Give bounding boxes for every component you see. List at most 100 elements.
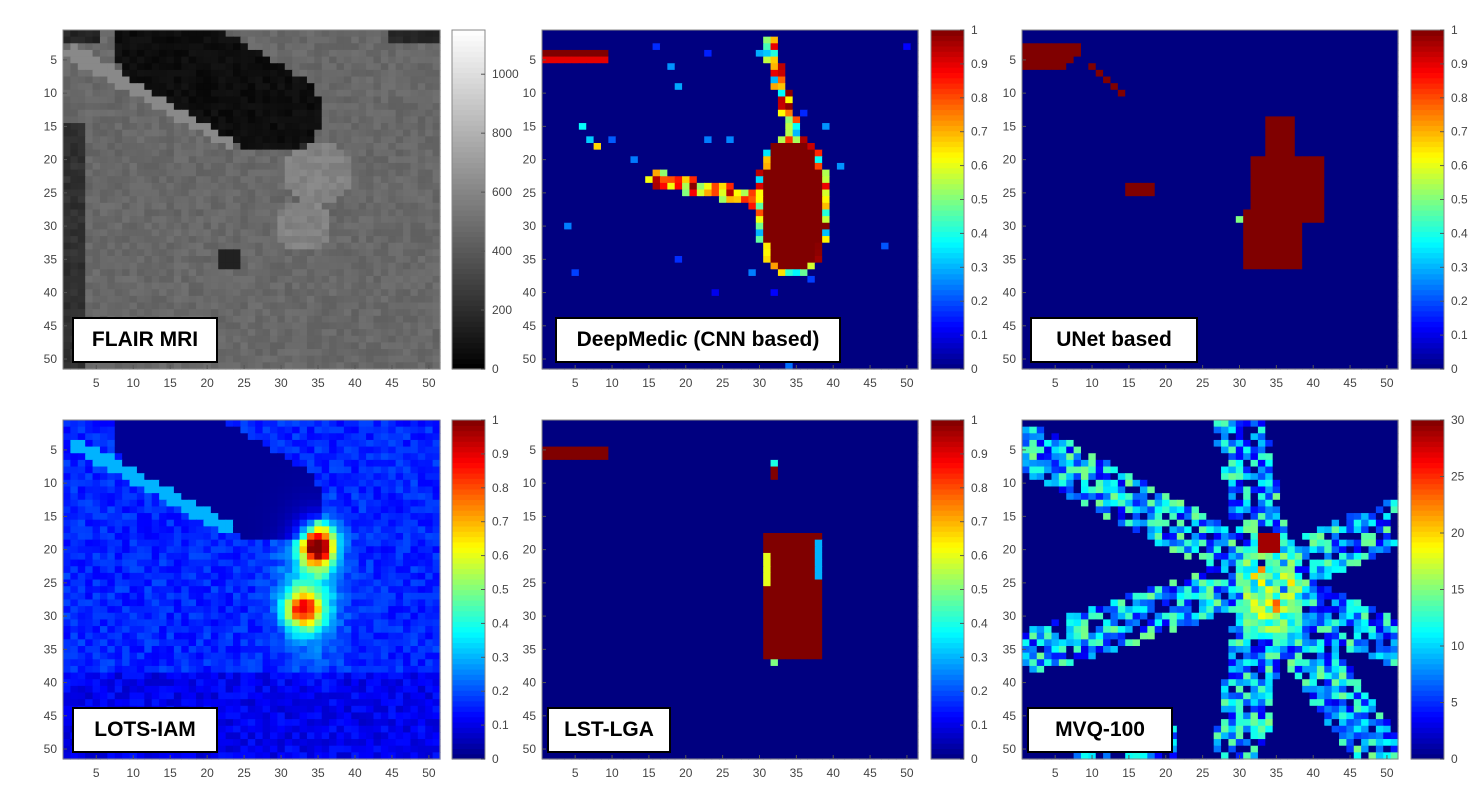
heatmap-cell [225,256,234,264]
heatmap-cell [763,295,772,304]
heatmap-cell [859,89,867,98]
heatmap-cell [763,222,772,231]
heatmap-cell [652,96,661,104]
heatmap-cell [373,116,382,124]
heatmap-cell [166,89,175,98]
heatmap-cell [63,96,71,104]
heatmap-cell [247,275,256,284]
heatmap-cell [196,269,205,277]
heatmap-cell [564,123,573,131]
heatmap-cell [351,222,360,231]
heatmap-cell [689,236,698,244]
heatmap-cell [417,63,426,71]
heatmap-cell [777,43,786,51]
heatmap-cell [800,136,809,144]
heatmap-cell [343,143,352,151]
heatmap-cell [726,89,735,98]
heatmap-cell [77,83,86,91]
heatmap-cell [417,275,426,284]
heatmap-cell [196,362,205,370]
heatmap-cell [704,269,713,277]
heatmap-cell [203,43,212,51]
heatmap-cell [807,295,816,304]
heatmap-cell [586,56,595,64]
heatmap-cell [895,315,904,324]
heatmap-cell [173,162,182,171]
heatmap-cell [637,63,646,71]
heatmap-cell [388,36,397,44]
heatmap-cell [432,335,441,344]
heatmap-cell [696,30,705,38]
heatmap-cell [623,103,632,111]
heatmap-cell [417,89,426,98]
heatmap-cell [564,149,573,157]
heatmap-cell [247,282,256,290]
heatmap-cell [188,309,197,317]
heatmap-cell [284,209,293,217]
heatmap-cell [321,136,330,144]
heatmap-cell [910,189,919,197]
heatmap-cell [696,176,705,184]
heatmap-cell [630,69,639,78]
heatmap-cell [114,103,123,111]
heatmap-cell [284,302,293,310]
heatmap-cell [667,202,676,211]
heatmap-cell [763,256,772,264]
heatmap-cell [859,282,867,290]
heatmap-cell [114,69,123,78]
heatmap-cell [755,156,764,164]
heatmap-cell [92,69,101,78]
heatmap-cell [608,176,617,184]
heatmap-cell [608,56,617,64]
heatmap-cell [188,182,197,191]
heatmap-cell [306,162,315,171]
heatmap-cell [571,116,580,124]
heatmap-cell [770,116,779,124]
heatmap-cell [910,249,919,257]
heatmap-cell [866,269,875,277]
heatmap-cell [785,49,794,58]
heatmap-cell [704,182,713,191]
heatmap-cell [881,209,890,217]
heatmap-cell [903,262,912,270]
heatmap-cell [748,309,757,317]
heatmap-cell [269,196,278,204]
heatmap-cell [689,302,698,310]
heatmap-cell [637,176,646,184]
heatmap-cell [388,169,397,177]
heatmap-cell [682,222,691,231]
heatmap-cell [85,143,94,151]
heatmap-cell [269,322,278,330]
heatmap-cell [895,129,904,137]
heatmap-cell [284,169,293,177]
heatmap-cell [351,236,360,244]
heatmap-cell [136,69,145,78]
heatmap-cell [122,30,131,38]
heatmap-cell [659,156,668,164]
heatmap-cell [903,56,912,64]
heatmap-cell [851,202,860,211]
x-tick-label: 50 [422,376,436,390]
heatmap-cell [903,182,912,191]
heatmap-cell [623,202,632,211]
heatmap-cell [792,295,801,304]
heatmap-cell [578,123,587,131]
heatmap-cell [829,182,838,191]
heatmap-cell [159,176,168,184]
heatmap-cell [637,169,646,177]
heatmap-cell [136,182,145,191]
heatmap-cell [696,89,705,98]
heatmap-cell [196,36,205,44]
heatmap-cell [210,36,219,44]
heatmap-cell [247,63,256,71]
heatmap-cell [373,209,382,217]
heatmap-cell [704,143,713,151]
heatmap-cell [269,202,278,211]
heatmap-cell [726,256,735,264]
heatmap-cell [203,282,212,290]
heatmap-cell [114,236,123,244]
heatmap-cell [741,36,750,44]
heatmap-cell [358,136,367,144]
heatmap-cell [615,196,624,204]
heatmap-cell [240,43,249,51]
